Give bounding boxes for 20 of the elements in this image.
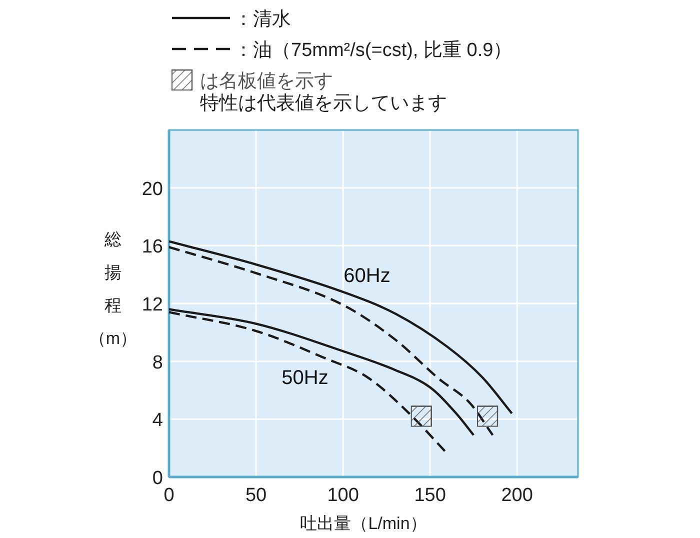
annotation: 50Hz <box>282 367 328 389</box>
y-tick-label: 0 <box>152 468 163 489</box>
line-series <box>168 240 514 415</box>
x-axis-title: 吐出量（L/min） <box>300 514 427 533</box>
legend-label: ：清水 <box>234 9 291 30</box>
x-tick-label: 150 <box>414 485 446 506</box>
text: 特性は代表値を示しています <box>200 93 447 114</box>
y-axis-title: 総揚程（m） <box>88 230 138 348</box>
x-tick-label: 100 <box>327 485 359 506</box>
y-tick-label: 8 <box>152 352 163 374</box>
line-series <box>168 246 494 436</box>
x-tick-label: 50 <box>245 485 267 506</box>
text: は名板値を示す <box>200 71 333 92</box>
annotation: 60Hz <box>344 265 390 287</box>
y-tick-label: 4 <box>152 410 164 432</box>
y-tick-label: 12 <box>142 294 163 316</box>
y-tick-label: 16 <box>142 236 163 258</box>
x-tick-label: 200 <box>501 485 533 506</box>
legend-label: ：油（75mm²/s(=cst), 比重 0.9） <box>234 40 512 61</box>
y-tick-label: 20 <box>142 178 163 200</box>
